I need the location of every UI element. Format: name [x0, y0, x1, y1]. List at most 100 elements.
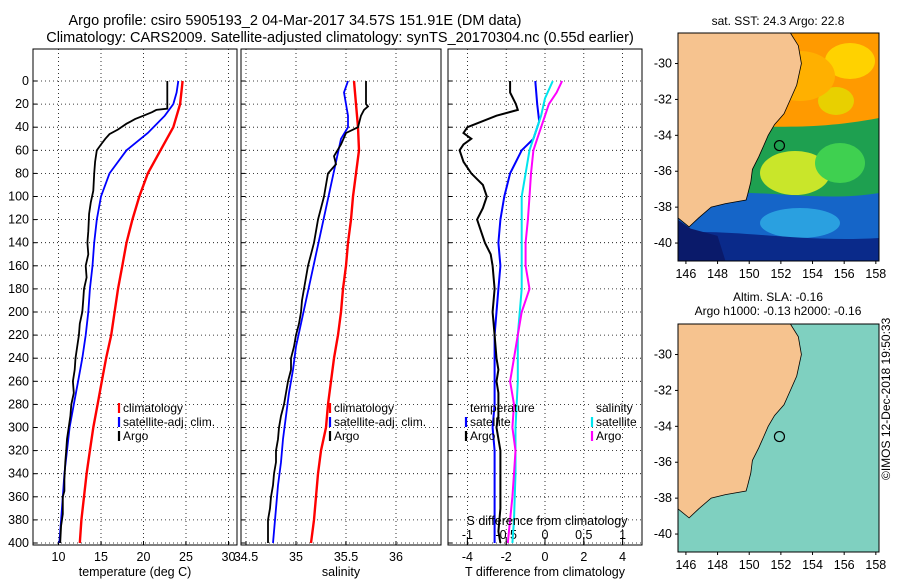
x2-tick-label: -0.5 [495, 528, 517, 542]
map-x-tick-label: 154 [802, 267, 823, 281]
sst-bass-strait [678, 219, 726, 261]
legend-label: temperature [470, 401, 535, 415]
argo-location-marker [773, 139, 786, 152]
map-y-tick-label: -30 [654, 348, 672, 362]
salinity-panel: 34.5 35 35.5 36 salinity climatologysatellite… [234, 48, 442, 579]
y-tick-label: 100 [8, 190, 29, 204]
y-tick-label: 400 [8, 536, 29, 550]
x2-tick-label: 0 [542, 528, 549, 542]
x-tick-label: 36 [389, 550, 403, 564]
y-tick-label: 240 [8, 351, 29, 365]
legend-label: Argo [470, 429, 496, 443]
x-tick-label: 15 [94, 550, 108, 564]
legend-label: Argo [596, 429, 622, 443]
y-tick-label: 260 [8, 374, 29, 388]
map-frame [677, 32, 880, 262]
series-line-s-argo [506, 80, 564, 544]
y-tick-label: 380 [8, 513, 29, 527]
legend-label: satellite [596, 415, 637, 429]
map-x-tick-label: 156 [834, 267, 855, 281]
y-tick-label: 180 [8, 282, 29, 296]
x-tick-label: 25 [179, 550, 193, 564]
sla-map-title-2: Argo h1000: -0.13 h2000: -0.16 [695, 304, 862, 318]
series-line-climatology [78, 80, 184, 544]
title-line-2: Climatology: CARS2009. Satellite-adjuste… [46, 30, 634, 46]
map-y-tick-label: -36 [654, 455, 672, 469]
y-tick-label: 300 [8, 421, 29, 435]
y-tick-label: 280 [8, 397, 29, 411]
argo-location-marker [773, 430, 786, 443]
sst-patch [760, 208, 840, 238]
x-tick-label: 10 [52, 550, 66, 564]
y-tick-label: 60 [15, 143, 29, 157]
map-y-tick-label: -38 [654, 491, 672, 505]
legend-label: satellite-adj. clim. [123, 415, 215, 429]
legend-label: Argo [334, 429, 360, 443]
map-y-tick-label: -32 [654, 92, 672, 106]
temperature-panel: 10 15 20 25 30020406080100120140160180200220… [8, 48, 238, 579]
x-tick-label: 0 [542, 550, 549, 564]
map-x-tick-label: 156 [834, 558, 855, 572]
map-x-tick-label: 154 [802, 558, 823, 572]
map-x-tick-label: 150 [739, 267, 760, 281]
x-axis-label: T difference from climatology [465, 565, 626, 579]
land [678, 324, 802, 519]
sst-map-panel: sat. SST: 24.3 Argo: 22.8 -30 -32 -34 -36 -38… [654, 14, 886, 281]
watermark: ©IMOS 12-Dec-2018 19:50:33 [879, 317, 893, 480]
legend-label: climatology [123, 401, 183, 415]
sla-map-title-1: Altim. SLA: -0.16 [733, 290, 823, 304]
map-x-tick-label: 152 [770, 267, 791, 281]
y-tick-label: 340 [8, 467, 29, 481]
y-tick-label: 120 [8, 213, 29, 227]
map-y-tick-label: -40 [654, 236, 672, 250]
series-line-argo [267, 81, 370, 543]
sst-cold-band [678, 231, 879, 261]
x2-tick-label: 0.5 [575, 528, 592, 542]
sst-patch [825, 43, 875, 79]
map-y-tick-label: -38 [654, 200, 672, 214]
x-tick-label: 30 [222, 550, 236, 564]
legend-label: satellite-adj. clim. [334, 415, 426, 429]
x2-axis-label: S difference from climatology [467, 514, 629, 528]
title-line-1: Argo profile: csiro 5905193_2 04-Mar-201… [69, 13, 522, 29]
y-tick-label: 160 [8, 259, 29, 273]
x2-tick-label: -1 [462, 528, 473, 542]
map-x-tick-label: 150 [739, 558, 760, 572]
map-frame [677, 323, 880, 553]
sst-patch [815, 143, 865, 183]
x-tick-label: 20 [137, 550, 151, 564]
map-x-tick-label: 148 [707, 558, 728, 572]
x-tick-label: -2 [501, 550, 512, 564]
y-tick-label: 140 [8, 236, 29, 250]
legend-label: climatology [334, 401, 394, 415]
y-tick-label: 360 [8, 490, 29, 504]
x-tick-label: 4 [619, 550, 626, 564]
map-x-tick-label: 158 [865, 267, 886, 281]
legend-label: satellite [470, 415, 511, 429]
x-tick-label: 35 [289, 550, 303, 564]
land [678, 33, 802, 228]
x-axis-label: salinity [322, 565, 361, 579]
y-tick-label: 40 [15, 120, 29, 134]
map-y-tick-label: -34 [654, 419, 672, 433]
y-tick-label: 220 [8, 328, 29, 342]
y-tick-label: 0 [22, 74, 29, 88]
series-line-t-argo [458, 81, 520, 544]
x-tick-label: 2 [580, 550, 587, 564]
map-x-tick-label: 158 [865, 558, 886, 572]
sst-patch [760, 151, 830, 195]
y-tick-label: 80 [15, 166, 29, 180]
map-y-tick-label: -40 [654, 527, 672, 541]
x-axis-label: temperature (deg C) [79, 565, 192, 579]
map-x-tick-label: 146 [675, 267, 696, 281]
plot-frame [240, 48, 442, 546]
x-tick-label: -4 [462, 550, 473, 564]
map-x-tick-label: 152 [770, 558, 791, 572]
plot-frame [32, 48, 238, 546]
map-y-tick-label: -32 [654, 383, 672, 397]
x-tick-label: 35.5 [334, 550, 358, 564]
y-tick-label: 320 [8, 444, 29, 458]
map-field [678, 33, 879, 261]
